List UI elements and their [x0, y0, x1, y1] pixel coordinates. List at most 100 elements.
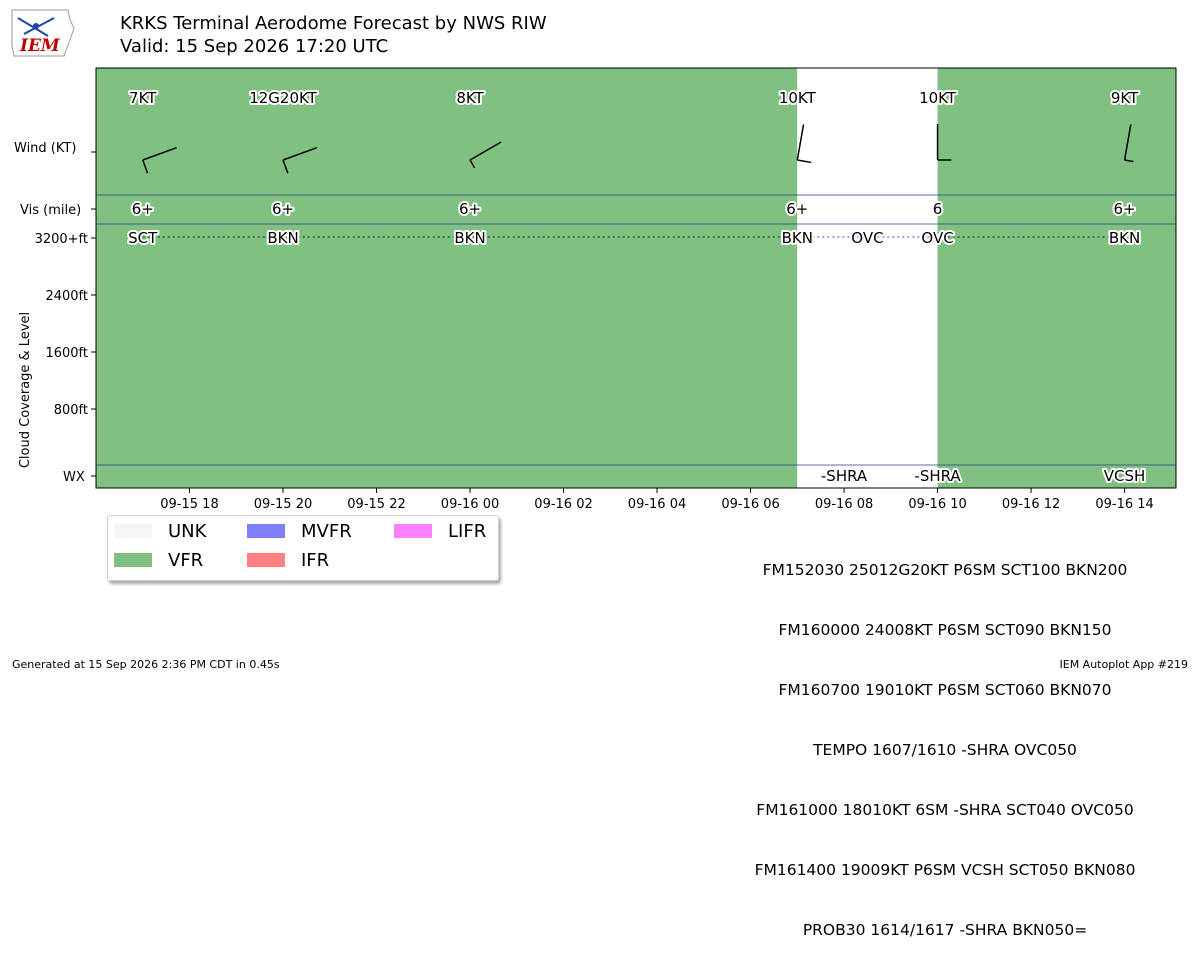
- wind-label-text: 8KT: [456, 89, 484, 107]
- legend-swatch-vfr: [114, 553, 152, 567]
- x-tick-label: 09-16 12: [1002, 497, 1060, 512]
- taf-line: FM161400 19009KT P6SM VCSH SCT050 BKN080: [754, 861, 1136, 879]
- legend-item-unk: UNK: [114, 519, 206, 543]
- wind-barb: [282, 146, 318, 174]
- x-tick-label: 09-16 06: [721, 497, 779, 512]
- wind-label-text: 10KT: [779, 89, 817, 107]
- wind-label-halo: 7KT: [129, 89, 157, 107]
- wind-barb-feather: [469, 159, 476, 169]
- cloud-label-text: BKN: [454, 229, 485, 247]
- vis-label-halo: 6+: [132, 200, 154, 218]
- title-block: KRKS Terminal Aerodome Forecast by NWS R…: [120, 12, 547, 58]
- wx-label-halo: -SHRA: [821, 467, 868, 485]
- y-tick-label: 2400ft: [45, 289, 88, 304]
- legend-label-mvfr: MVFR: [301, 520, 352, 542]
- vis-label-halo: 6: [933, 200, 943, 218]
- vis-label-text: 6: [933, 200, 943, 218]
- x-tick-label: 09-16 00: [441, 497, 499, 512]
- wind-barb: [796, 124, 812, 164]
- vis-label: 6+6+: [270, 198, 296, 220]
- x-tick-label: 09-15 22: [347, 497, 405, 512]
- x-tick-label: 09-16 10: [908, 497, 966, 512]
- vis-label-text: 6+: [272, 200, 294, 218]
- y-tick-label: 800ft: [54, 403, 88, 418]
- vis-label-text: 6+: [786, 200, 808, 218]
- legend-swatch-lifr: [394, 524, 432, 538]
- taf-line: FM160700 19010KT P6SM SCT060 BKN070: [778, 681, 1112, 699]
- legend-swatch-ifr: [247, 553, 285, 567]
- y-tick-label: 3200+ft: [35, 232, 88, 247]
- taf-line: TEMPO 1607/1610 -SHRA OVC050: [813, 741, 1077, 759]
- taf-line: FM161000 18010KT 6SM -SHRA SCT040 OVC050: [756, 801, 1134, 819]
- wind-barb: [1123, 124, 1134, 163]
- wind-barb-staff: [469, 141, 502, 161]
- wind-barb: [142, 146, 177, 174]
- wx-label-text: -SHRA: [914, 467, 961, 485]
- cloud-label-halo: SCT: [128, 229, 158, 247]
- taf-line: PROB30 1614/1617 -SHRA BKN050=: [802, 921, 1088, 939]
- taf-raw-text: FM152030 25012G20KT P6SM SCT100 BKN200 F…: [700, 520, 1190, 960]
- cloud-label-halo: BKN: [267, 229, 298, 247]
- vis-label-halo: 6+: [786, 200, 808, 218]
- row-label-vis: Vis (mile): [20, 203, 81, 218]
- vis-label-halo: 6+: [459, 200, 481, 218]
- wind-barb-feather: [797, 159, 812, 164]
- chart-title: KRKS Terminal Aerodome Forecast by NWS R…: [120, 13, 547, 34]
- vis-label: 6+6+: [130, 198, 156, 220]
- wind-label-text: 10KT: [919, 89, 957, 107]
- cloud-label-text: BKN: [782, 229, 813, 247]
- cloud-label-text: SCT: [128, 229, 158, 247]
- cloud-label-halo: OVC: [851, 229, 883, 247]
- wx-label: -SHRA-SHRA: [912, 465, 963, 487]
- y-axis-label: Cloud Coverage & Level: [18, 312, 33, 468]
- category-period-unk: [797, 68, 938, 488]
- wind-label-text: 9KT: [1111, 89, 1139, 107]
- vis-label: 6+6+: [457, 198, 483, 220]
- wind-barb-staff: [142, 146, 177, 161]
- vis-label: 6+6+: [1112, 198, 1138, 220]
- wind-label-halo: 9KT: [1111, 89, 1139, 107]
- wx-label-halo: -SHRA: [914, 467, 961, 485]
- legend: UNK VFR MVFR IFR LIFR: [107, 515, 499, 581]
- row-label-wind: Wind (KT): [14, 141, 76, 156]
- x-tick-label: 09-16 02: [534, 497, 592, 512]
- cloud-label-halo: BKN: [454, 229, 485, 247]
- legend-label-lifr: LIFR: [448, 520, 487, 542]
- x-tick-label: 09-16 04: [628, 497, 686, 512]
- footer-app-id: IEM Autoplot App #219: [1059, 658, 1189, 671]
- x-tick-label: 09-16 08: [815, 497, 873, 512]
- wind-label-halo: 8KT: [456, 89, 484, 107]
- wind-barb-staff: [1123, 124, 1132, 161]
- wind-barb-staff: [282, 146, 318, 161]
- wind-barb-feather: [1124, 159, 1134, 163]
- wx-label-halo: VCSH: [1104, 467, 1146, 485]
- footer-generated: Generated at 15 Sep 2026 2:36 PM CDT in …: [12, 658, 280, 671]
- cloud-label-halo: BKN: [1109, 229, 1140, 247]
- wind-barb: [936, 124, 952, 161]
- wind-barb-feather: [282, 159, 289, 174]
- cloud-label-text: BKN: [267, 229, 298, 247]
- legend-item-ifr: IFR: [247, 548, 329, 572]
- wx-label-text: -SHRA: [821, 467, 868, 485]
- x-tick-label: 09-15 18: [160, 497, 218, 512]
- taf-chart: 09-15 18 09-15 20 09-15 22 09-16 00 09-16 02…: [14, 67, 1177, 512]
- cloud-label-halo: BKN: [782, 229, 813, 247]
- wind-label-text: 7KT: [129, 89, 157, 107]
- row-label-wx: WX: [63, 470, 85, 485]
- cloud-label-halo: OVC: [921, 229, 953, 247]
- wind-barb: [469, 141, 502, 169]
- x-tick-label: 09-16 14: [1095, 497, 1153, 512]
- wind-barb-staff: [796, 124, 805, 161]
- plot-frame: [95, 67, 1177, 489]
